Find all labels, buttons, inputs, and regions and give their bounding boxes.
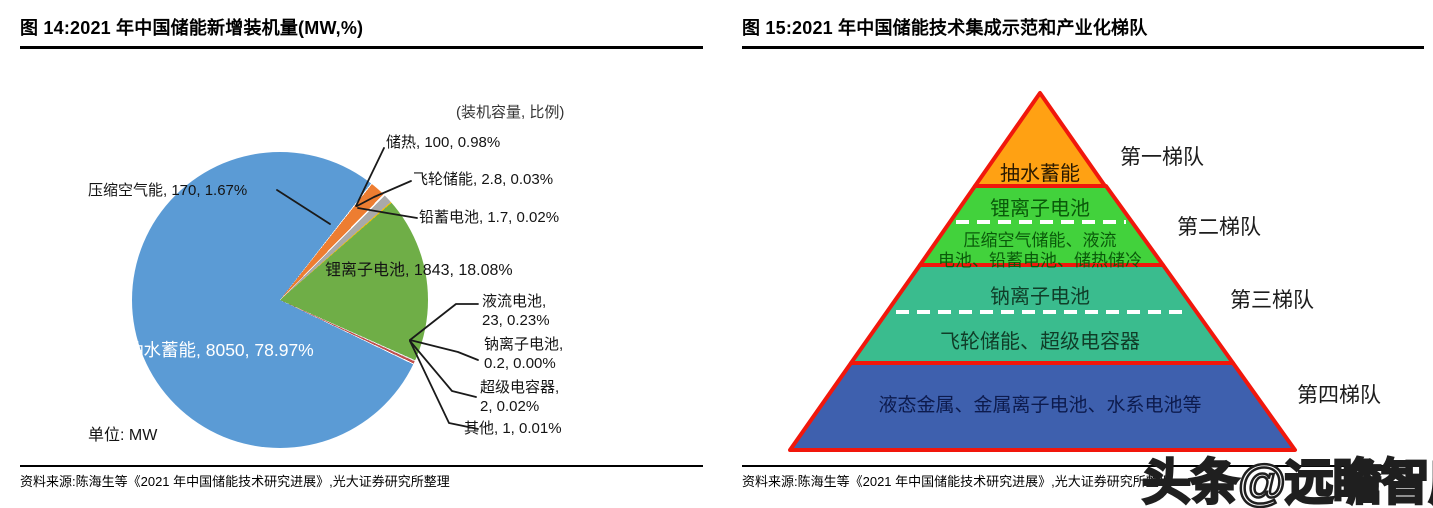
pie-callout-lines <box>276 147 479 430</box>
figure15-title: 图 15:2021 年中国储能技术集成示范和产业化梯队 <box>742 18 1148 38</box>
callout-line-flywheel <box>356 180 412 207</box>
pyramid-tier4-text: 液态金属、金属离子电池、水系电池等 <box>878 395 1202 416</box>
pyramid-diagram <box>788 91 1297 452</box>
callout-line-lead-acid <box>357 207 418 219</box>
callout-line-flow-battery <box>409 303 479 341</box>
pie-label-pumped-hydro: 抽水蓄能, 8050, 78.97% <box>126 340 314 360</box>
pyramid-rank-label-4: 第四梯队 <box>1297 384 1381 407</box>
pie-label-other: 其他, 1, 0.01% <box>464 420 562 437</box>
pyramid-rank-label-3: 第三梯队 <box>1230 289 1314 312</box>
pie-label-supercapacitor-line1: 超级电容器, <box>480 379 560 396</box>
figure15-source: 资料来源:陈海生等《2021 年中国储能技术研究进展》,光大证券研究所整理 <box>742 474 1172 489</box>
pyramid-tier4-shape <box>788 361 1297 452</box>
pyramid-tier3-text-line2: 飞轮储能、超级电容器 <box>940 331 1140 353</box>
toutiao-watermark: 头条@远瞻智库 <box>1141 455 1433 508</box>
pie-label-sodium-ion-line2: 0.2, 0.00% <box>484 355 556 372</box>
figure14-title: 图 14:2021 年中国储能新增装机量(MW,%) <box>20 18 364 38</box>
pie-label-lithium-ion: 锂离子电池, 1843, 18.08% <box>325 262 513 279</box>
pie-label-lead-acid: 铅蓄电池, 1.7, 0.02% <box>419 209 560 226</box>
callout-line-thermal <box>355 147 385 207</box>
pie-label-flywheel: 飞轮储能, 2.8, 0.03% <box>413 171 554 188</box>
callout-line-supercapacitor <box>409 340 477 398</box>
pie-label-supercapacitor-line2: 2, 0.02% <box>480 398 540 415</box>
pie-label-thermal-storage: 储热, 100, 0.98% <box>386 134 501 151</box>
figure14-source-rule <box>20 465 703 467</box>
pie-label-compressed-air: 压缩空气能, 170, 1.67% <box>88 182 248 199</box>
pyramid-tier3-text-line1: 钠离子电池 <box>990 286 1090 308</box>
pie-label-flow-battery-line2: 23, 0.23% <box>482 312 550 329</box>
pie-chart <box>132 152 428 448</box>
callout-line-compressed-air <box>276 189 331 225</box>
pie-note-label: (装机容量, 比例) <box>456 104 565 121</box>
figure14-source: 资料来源:陈海生等《2021 年中国储能技术研究进展》,光大证券研究所整理 <box>20 474 450 489</box>
pie-label-sodium-ion-line1: 钠离子电池, <box>484 336 564 353</box>
figure15-source-rule <box>742 465 1424 467</box>
pyramid-tier2-text-line3: 电池、铅蓄电池、储热储冷 <box>938 251 1142 270</box>
pie-unit-label: 单位: MW <box>88 427 158 444</box>
pyramid-tier1-text: 抽水蓄能 <box>1000 163 1080 185</box>
pyramid-rank-label-2: 第二梯队 <box>1177 216 1261 239</box>
callout-line-other <box>409 340 479 430</box>
pyramid-tier2-text-line1: 锂离子电池 <box>990 198 1090 220</box>
figure14-title-rule <box>20 46 703 49</box>
pyramid-tier2-text-line2: 压缩空气储能、液流 <box>963 231 1117 250</box>
pie-label-flow-battery-line1: 液流电池, <box>482 293 547 310</box>
callout-line-sodium-ion <box>409 339 479 361</box>
figure15-title-rule <box>742 46 1424 49</box>
pyramid-rank-label-1: 第一梯队 <box>1120 146 1204 169</box>
